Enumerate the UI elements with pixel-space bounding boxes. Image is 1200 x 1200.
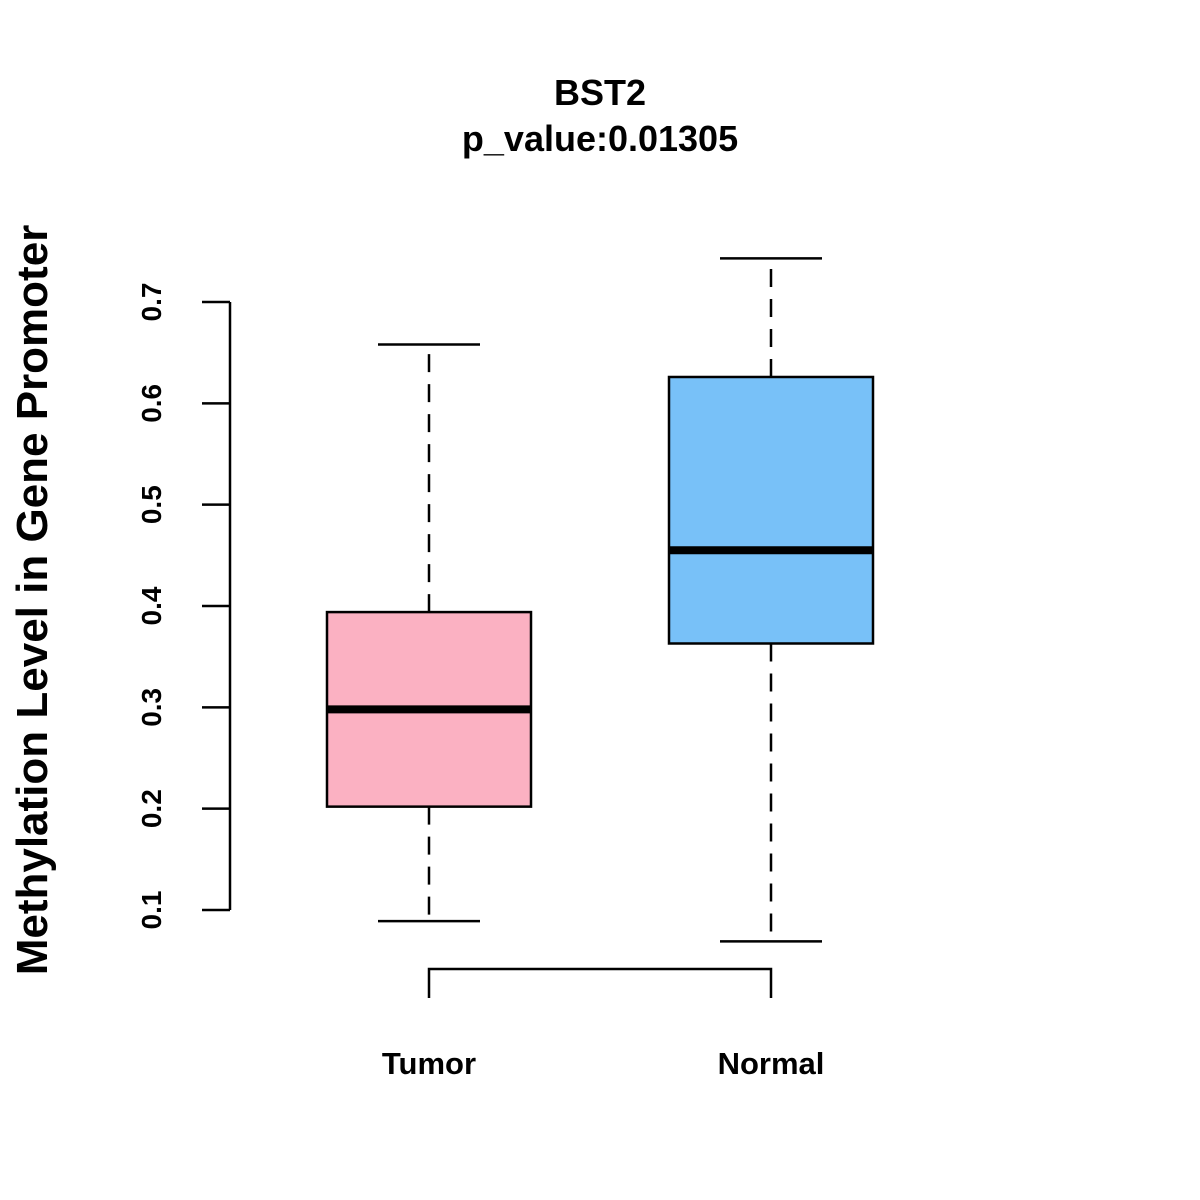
box-tumor	[325, 343, 533, 923]
y-axis-label: Methylation Level in Gene Promoter	[8, 225, 57, 976]
y-axis: 0.1 0.2 0.3 0.4 0.5 0.6 0.7	[136, 283, 232, 930]
y-tick-label: 0.4	[136, 586, 167, 625]
box-normal	[667, 257, 875, 943]
y-tick-label: 0.5	[136, 485, 167, 524]
y-tick-label: 0.7	[136, 283, 167, 322]
category-labels: Tumor Normal	[382, 1046, 824, 1081]
y-tick-label: 0.3	[136, 688, 167, 727]
category-label-normal: Normal	[718, 1046, 825, 1081]
chart-subtitle: p_value:0.01305	[462, 118, 738, 159]
y-tick-label: 0.2	[136, 789, 167, 828]
chart-title: BST2	[554, 72, 646, 113]
y-tick-label: 0.1	[136, 891, 167, 930]
y-tick-label: 0.6	[136, 384, 167, 423]
bracket-line	[427, 967, 773, 998]
comparison-bracket	[427, 967, 773, 998]
iqr-box	[667, 375, 875, 645]
category-label-tumor: Tumor	[382, 1046, 476, 1081]
boxes-group	[325, 257, 875, 943]
